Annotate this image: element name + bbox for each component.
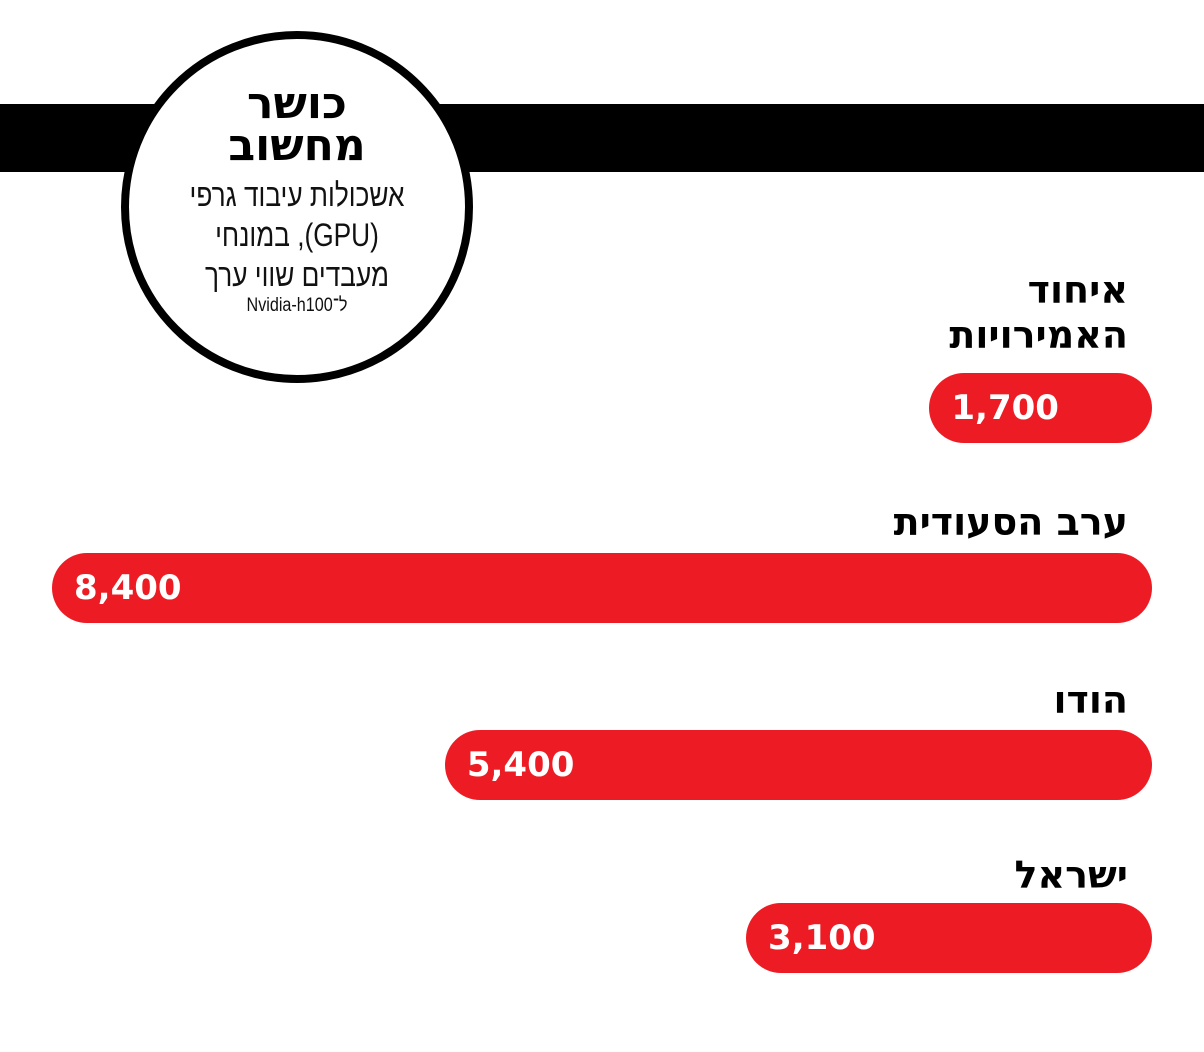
chart-note: ל־Nvidia-h100 xyxy=(246,295,348,316)
bar xyxy=(746,903,1152,973)
category-label: ערב הסעודית xyxy=(893,500,1128,544)
bar xyxy=(929,373,1152,443)
chart-subtitle: אשכולות עיבוד גרפי (GPU), במונחי מעבדים … xyxy=(189,177,405,293)
category-label: הודו xyxy=(1053,678,1128,722)
data-label: 1,700 xyxy=(951,388,1059,428)
data-label: 3,100 xyxy=(768,918,876,958)
category-label: האמירויות xyxy=(949,313,1128,357)
category-label: איחוד xyxy=(1027,268,1128,312)
data-label: 5,400 xyxy=(466,745,575,785)
category-label: ישראל xyxy=(1014,853,1128,897)
chart-title: כושר מחשוב xyxy=(228,78,366,171)
data-label: 8,400 xyxy=(74,568,182,608)
bar xyxy=(52,553,1152,623)
title-circle: כושר מחשוב אשכולות עיבוד גרפי (GPU), במו… xyxy=(121,31,473,383)
bar xyxy=(444,730,1152,800)
